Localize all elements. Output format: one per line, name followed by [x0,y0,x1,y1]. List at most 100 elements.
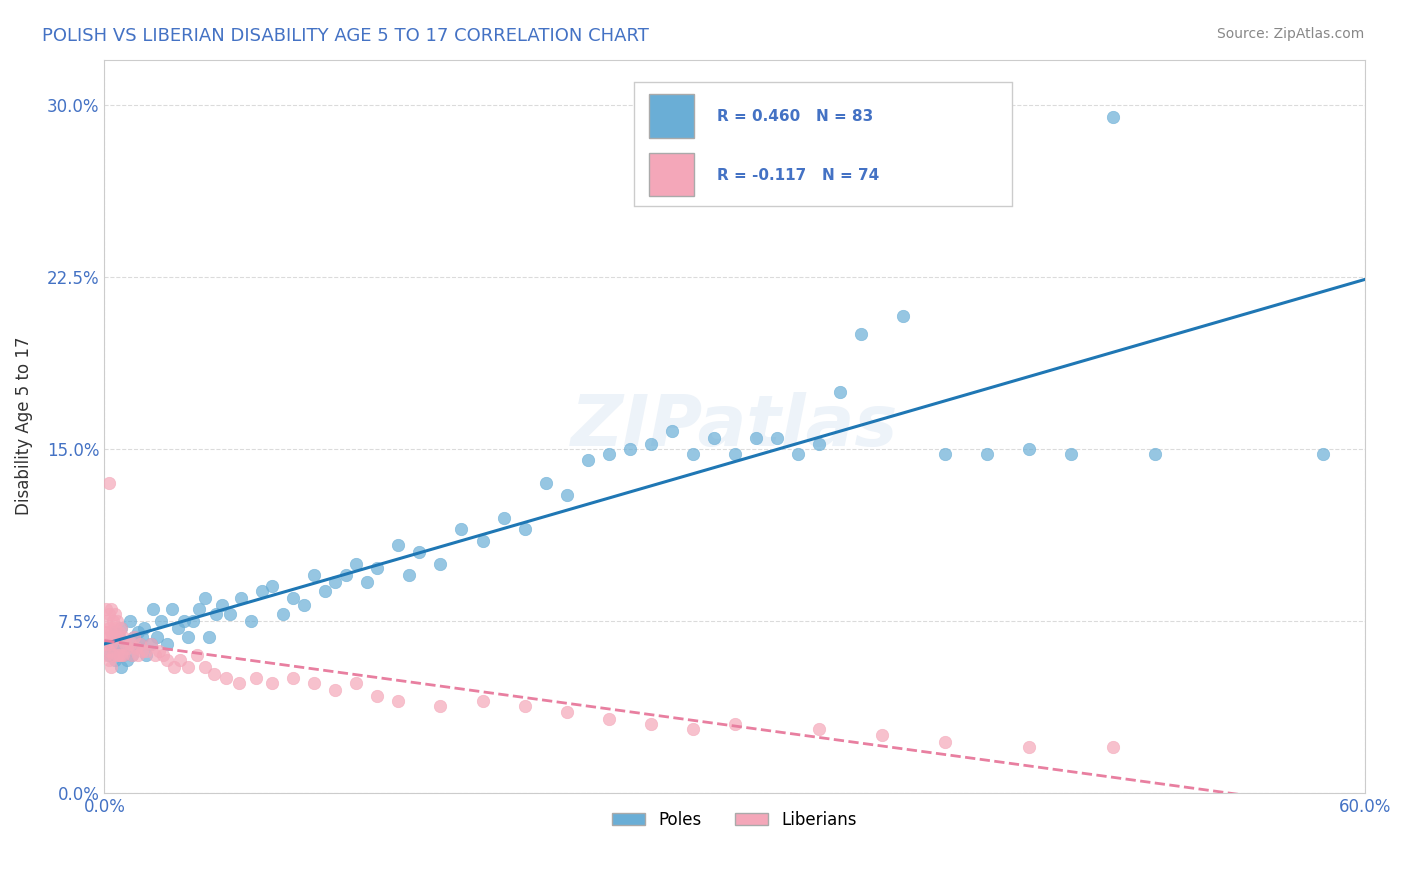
Point [429,557,451,571]
Point [96,614,118,628]
Point [100,637,122,651]
Point [723,447,745,461]
Point [786,447,808,461]
Point [152,648,174,663]
Point [245,671,267,685]
Point [167,621,190,635]
Point [163,659,186,673]
Point [96,637,118,651]
Point [169,653,191,667]
Point [661,424,683,438]
Point [134,621,156,635]
Point [104,637,127,651]
Point [314,584,336,599]
Point [744,431,766,445]
Point [807,437,830,451]
Point [101,614,124,628]
Point [304,568,326,582]
Point [97,653,120,667]
Point [492,510,515,524]
Point [576,453,599,467]
Point [112,648,135,663]
Point [194,659,217,673]
Point [215,671,238,685]
Point [1018,739,1040,754]
Point [110,621,132,635]
Point [1143,447,1166,461]
Point [129,637,152,651]
Point [135,643,157,657]
Point [96,602,118,616]
Point [513,522,536,536]
Point [177,659,200,673]
Point [101,648,124,663]
Point [325,574,347,589]
Point [934,447,956,461]
Point [240,614,263,628]
Point [228,675,250,690]
Point [198,630,221,644]
Point [186,648,208,663]
Point [849,327,872,342]
Point [870,728,893,742]
Point [139,637,162,651]
Point [121,648,143,663]
Point [202,666,225,681]
Point [104,653,127,667]
Point [110,621,132,635]
Point [100,602,122,616]
Point [146,630,169,644]
Point [807,722,830,736]
Point [304,675,326,690]
Point [135,648,157,663]
Point [211,598,233,612]
Point [104,607,127,621]
Point [1018,442,1040,456]
Point [127,648,149,663]
Point [118,614,141,628]
Point [97,476,120,491]
Point [283,671,305,685]
Point [703,431,725,445]
Point [723,717,745,731]
Text: POLISH VS LIBERIAN DISABILITY AGE 5 TO 17 CORRELATION CHART: POLISH VS LIBERIAN DISABILITY AGE 5 TO 1… [42,27,650,45]
Point [387,694,409,708]
Point [934,735,956,749]
Point [121,648,143,663]
Point [114,637,136,651]
Point [96,648,118,663]
Point [177,630,200,644]
Point [114,637,136,651]
Point [283,591,305,605]
Point [118,637,141,651]
Point [156,637,179,651]
Point [143,648,166,663]
Point [181,614,204,628]
Point [104,621,127,635]
Point [104,625,127,640]
Point [262,675,284,690]
Point [97,643,120,657]
Point [100,625,122,640]
Point [105,648,128,663]
Point [408,545,430,559]
Point [110,659,132,673]
Point [1060,447,1083,461]
Point [131,643,153,657]
Point [100,659,122,673]
Point [346,557,368,571]
Point [513,698,536,713]
Point [1101,739,1123,754]
Point [229,591,252,605]
Point [250,584,273,599]
Point [150,614,173,628]
Point [828,384,851,399]
Point [101,630,124,644]
Point [105,630,128,644]
Point [97,648,120,663]
Legend: Poles, Liberians: Poles, Liberians [605,805,863,836]
Point [122,630,145,644]
Point [598,712,620,726]
Point [555,706,578,720]
Point [110,648,132,663]
